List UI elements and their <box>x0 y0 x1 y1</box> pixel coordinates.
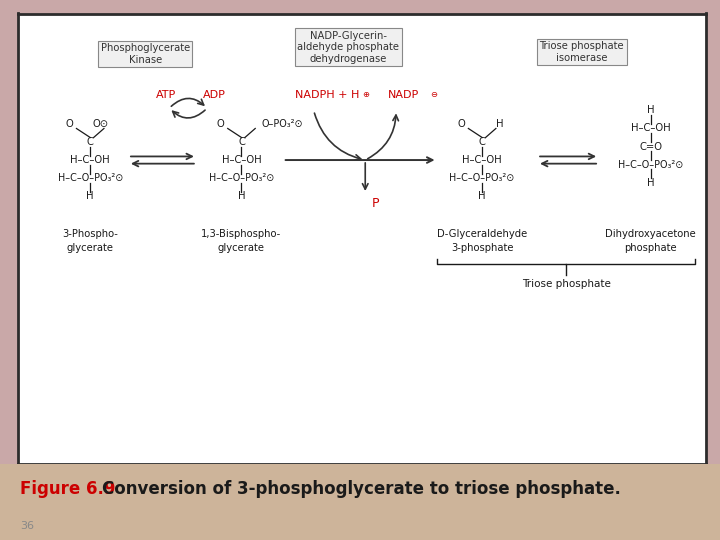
Text: 1,3-Bisphospho-: 1,3-Bisphospho- <box>202 230 282 239</box>
Text: H–C–OH: H–C–OH <box>71 155 110 165</box>
Text: H: H <box>647 178 654 187</box>
Text: ⊕: ⊕ <box>361 90 369 99</box>
Text: ADP: ADP <box>202 90 225 100</box>
Text: H–C–O–PO₃²⊙: H–C–O–PO₃²⊙ <box>209 173 274 183</box>
Text: Phosphoglycerate
Kinase: Phosphoglycerate Kinase <box>101 43 190 65</box>
Text: H: H <box>647 105 654 116</box>
Text: glycerate: glycerate <box>67 243 114 253</box>
Text: O–PO₃²⊙: O–PO₃²⊙ <box>262 119 304 129</box>
Text: ATP: ATP <box>156 90 176 100</box>
Text: C: C <box>87 137 94 147</box>
Text: NADP: NADP <box>387 90 419 100</box>
Text: C: C <box>479 137 485 147</box>
Text: H–C–OH: H–C–OH <box>631 124 670 133</box>
Text: Triose phosphate: Triose phosphate <box>522 279 611 289</box>
Text: Dihydroxyacetone: Dihydroxyacetone <box>606 230 696 239</box>
Text: NADPH + H: NADPH + H <box>295 90 359 100</box>
Text: O⊙: O⊙ <box>92 119 109 129</box>
Text: C: C <box>238 137 245 147</box>
Text: H–C–O–PO₃²⊙: H–C–O–PO₃²⊙ <box>58 173 123 183</box>
Text: C=O: C=O <box>639 141 662 152</box>
Text: H–C–O–PO₃²⊙: H–C–O–PO₃²⊙ <box>618 159 683 170</box>
Text: 3-phosphate: 3-phosphate <box>451 243 513 253</box>
Text: O: O <box>458 119 465 129</box>
Text: O: O <box>217 119 225 129</box>
Text: H: H <box>495 119 503 129</box>
Text: 36: 36 <box>20 522 34 531</box>
Text: H–C–O–PO₃²⊙: H–C–O–PO₃²⊙ <box>449 173 515 183</box>
Text: Conversion of 3-phosphoglycerate to triose phosphate.: Conversion of 3-phosphoglycerate to trio… <box>102 480 621 497</box>
Text: P: P <box>372 197 379 210</box>
Text: 3-Phospho-: 3-Phospho- <box>62 230 118 239</box>
Text: H–C–OH: H–C–OH <box>222 155 261 165</box>
Text: glycerate: glycerate <box>218 243 265 253</box>
Text: Figure 6.9: Figure 6.9 <box>20 480 122 497</box>
Text: phosphate: phosphate <box>624 243 677 253</box>
Text: NADP-Glycerin-
aldehyde phosphate
dehydrogenase: NADP-Glycerin- aldehyde phosphate dehydr… <box>297 31 399 64</box>
Text: H: H <box>238 191 246 201</box>
Text: Triose phosphate
isomerase: Triose phosphate isomerase <box>539 41 624 63</box>
Text: H–C–OH: H–C–OH <box>462 155 502 165</box>
Text: H: H <box>86 191 94 201</box>
Text: O: O <box>66 119 73 129</box>
Text: D-Glyceraldehyde: D-Glyceraldehyde <box>437 230 527 239</box>
Text: H: H <box>478 191 486 201</box>
Text: ⊖: ⊖ <box>431 90 438 99</box>
